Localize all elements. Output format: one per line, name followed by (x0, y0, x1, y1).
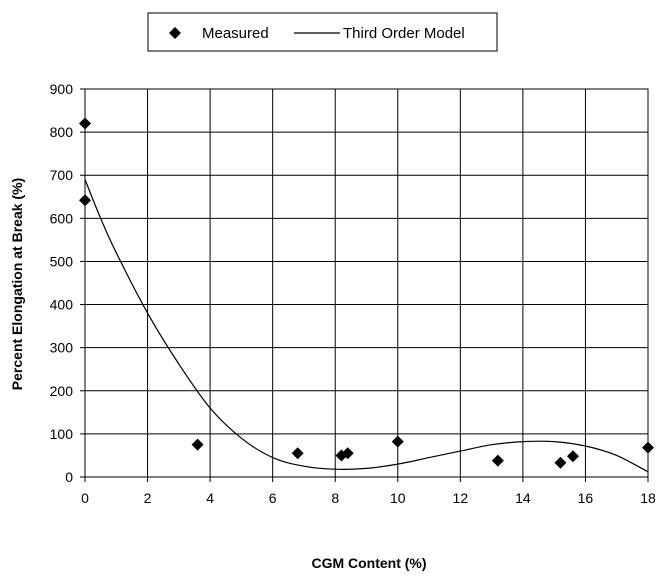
y-tick-label: 800 (50, 124, 74, 140)
x-tick-label: 4 (206, 490, 214, 506)
x-tick-label: 14 (515, 490, 531, 506)
y-tick-label: 100 (50, 426, 74, 442)
x-tick-label: 8 (331, 490, 339, 506)
y-tick-labels: 0 100 200 300 400 500 600 700 800 900 (50, 81, 74, 485)
third-order-model-line (84, 179, 649, 473)
x-axis-title: CGM Content (%) (311, 555, 426, 571)
y-tick-label: 200 (50, 383, 74, 399)
x-tick-label: 18 (640, 490, 656, 506)
legend-box (147, 12, 498, 52)
y-tick-label: 500 (50, 253, 74, 269)
gridlines (80, 88, 649, 482)
x-tick-label: 2 (144, 490, 152, 506)
measured-point (191, 438, 204, 451)
measured-point (79, 117, 91, 130)
y-tick-label: 0 (65, 469, 73, 485)
measured-point (341, 447, 354, 460)
measured-point (491, 454, 504, 467)
plot-frame (84, 88, 649, 478)
y-tick-label: 900 (50, 81, 74, 97)
measured-point (566, 450, 579, 463)
x-tick-label: 0 (81, 490, 89, 506)
legend: Measured Third Order Model (147, 12, 498, 52)
x-tick-labels: 0 2 4 6 8 10 12 14 16 18 (81, 490, 656, 506)
x-tick-label: 12 (453, 490, 469, 506)
y-tick-label: 700 (50, 167, 74, 183)
measured-point (291, 447, 304, 460)
y-tick-label: 400 (50, 297, 74, 313)
measured-points (79, 117, 654, 469)
legend-measured-label: Measured (202, 25, 269, 42)
x-tick-label: 16 (578, 490, 594, 506)
y-tick-label: 300 (50, 340, 74, 356)
measured-point (391, 435, 404, 448)
measured-point (642, 441, 654, 454)
y-tick-label: 600 (50, 210, 74, 226)
measured-point (79, 194, 91, 207)
x-tick-label: 6 (269, 490, 277, 506)
legend-measured-marker (169, 27, 181, 39)
legend-model-label: Third Order Model (343, 25, 465, 42)
y-axis-title: Percent Elongation at Break (%) (9, 178, 25, 390)
x-tick-label: 10 (390, 490, 406, 506)
measured-point (554, 456, 567, 469)
